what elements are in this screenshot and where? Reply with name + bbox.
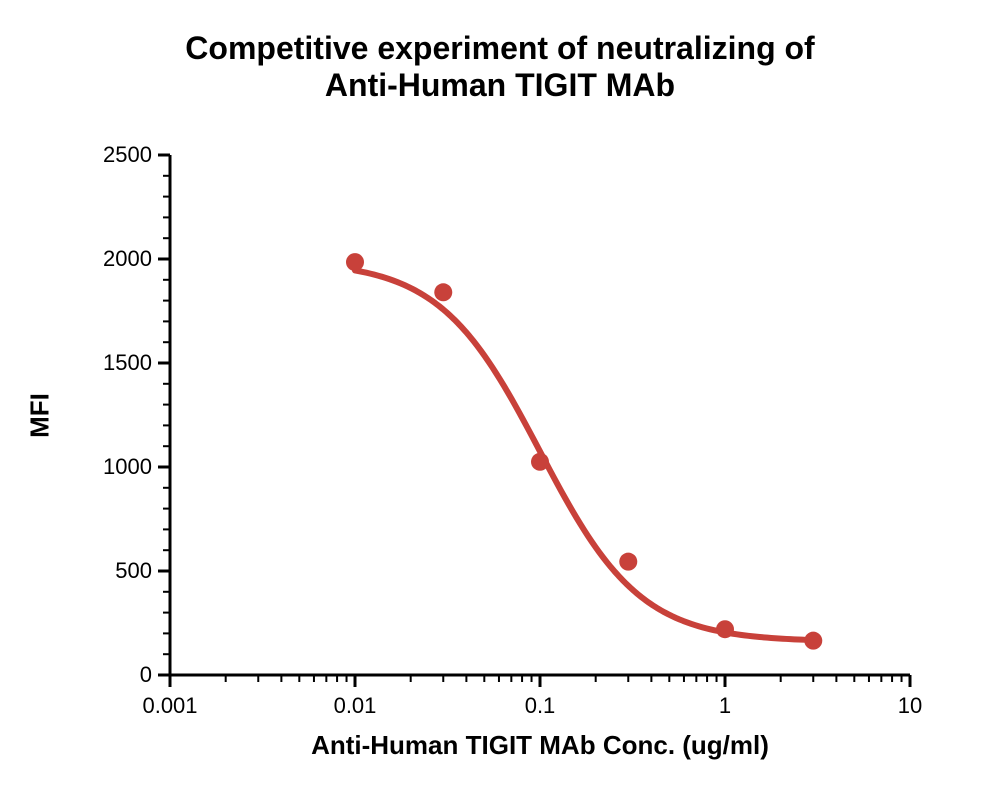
chart-svg (0, 0, 1000, 811)
y-tick-label: 1000 (103, 454, 152, 480)
y-tick-label: 2000 (103, 246, 152, 272)
fitted-curve (355, 270, 813, 640)
x-tick-label: 0.001 (120, 693, 220, 719)
y-tick-label: 1500 (103, 350, 152, 376)
y-tick-label: 0 (140, 662, 152, 688)
y-tick-label: 500 (115, 558, 152, 584)
x-tick-label: 0.01 (305, 693, 405, 719)
data-point (346, 253, 364, 271)
data-point (619, 553, 637, 571)
y-tick-label: 2500 (103, 142, 152, 168)
x-tick-label: 1 (675, 693, 775, 719)
data-point (531, 453, 549, 471)
x-tick-label: 10 (860, 693, 960, 719)
data-point (804, 632, 822, 650)
data-point (716, 620, 734, 638)
chart-container: Competitive experiment of neutralizing o… (0, 0, 1000, 811)
x-tick-label: 0.1 (490, 693, 590, 719)
data-point (434, 283, 452, 301)
